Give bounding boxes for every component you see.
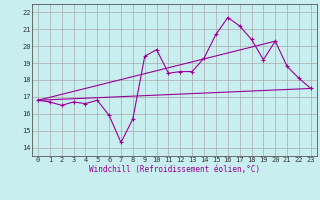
X-axis label: Windchill (Refroidissement éolien,°C): Windchill (Refroidissement éolien,°C) (89, 165, 260, 174)
